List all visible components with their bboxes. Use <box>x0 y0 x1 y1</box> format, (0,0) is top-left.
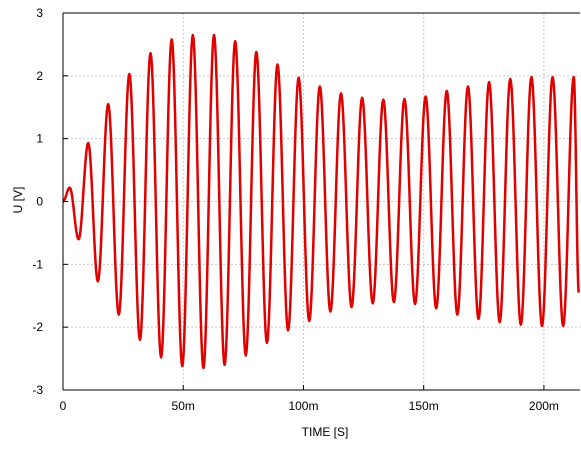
y-axis-label: U [V] <box>11 187 25 214</box>
x-tick-label: 0 <box>60 399 67 413</box>
tick-labels: 0 50m 100m 150m 200m -3 -2 -1 0 1 2 3 <box>32 6 559 413</box>
x-tick-label: 200m <box>529 399 559 413</box>
y-tick-label: 0 <box>36 195 43 209</box>
y-tick-label: 2 <box>36 69 43 83</box>
y-tick-label: -3 <box>32 383 43 397</box>
x-tick-label: 150m <box>409 399 439 413</box>
x-axis-label: TIME [S] <box>302 425 349 439</box>
series-line <box>62 33 581 370</box>
axes <box>62 12 580 391</box>
x-tick-label: 100m <box>288 399 318 413</box>
y-tick-label: -2 <box>32 320 43 334</box>
y-tick-label: 3 <box>36 6 43 20</box>
y-tick-label: 1 <box>36 132 43 146</box>
x-tick-label: 50m <box>172 399 195 413</box>
y-tick-label: -1 <box>32 257 43 271</box>
series-layer <box>62 33 581 370</box>
